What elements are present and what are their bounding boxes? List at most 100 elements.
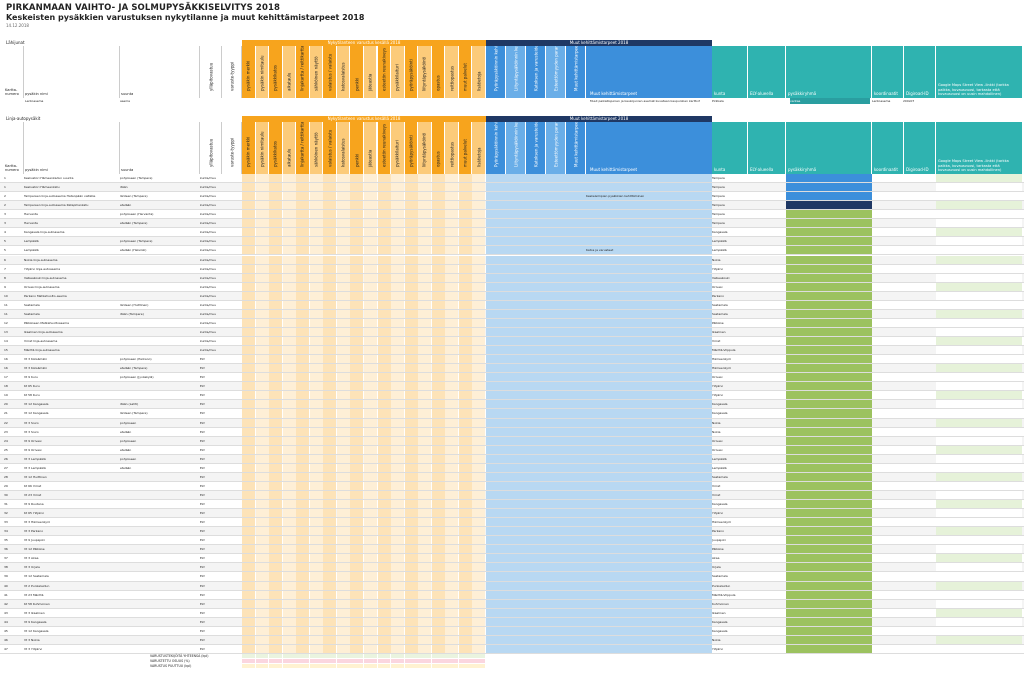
row-cell-orange [296, 273, 310, 282]
row-cell-orange [472, 364, 486, 373]
row-cell-orange [282, 228, 296, 237]
row-cell-orange [296, 490, 310, 500]
s2-col-left-2: suunta [120, 122, 200, 174]
footer-cell [458, 654, 472, 659]
row-cell-orange [377, 210, 391, 219]
row-cell-blue [486, 581, 506, 590]
row-cell-orange [296, 237, 310, 246]
row-cell-orange [323, 490, 337, 500]
s1-col-right-label-3: koordinaatit [874, 91, 898, 96]
row-cell-orange [391, 355, 405, 364]
row-cell-orange [404, 237, 418, 246]
row-cell-blue [526, 590, 546, 599]
row-cell-orange [458, 617, 472, 626]
table-row: 41 Vt 23 Mänttä ELY Mänttä-Vilppula [0, 590, 1024, 600]
row-link-cell [936, 536, 1022, 545]
row-cell-orange [404, 192, 418, 201]
row-maintainer: kunta/muu [200, 275, 217, 280]
row-cell-orange [269, 581, 283, 590]
row-cell-blue [506, 201, 526, 210]
row-cell-orange [282, 337, 296, 346]
s2-col-orange-label-15: reittiopastus [449, 141, 455, 167]
s2-col-right-label-3: koordinaatit [874, 167, 898, 172]
row-cell-orange [336, 327, 350, 336]
row-status-cell [786, 273, 872, 282]
row-cell-orange [309, 554, 323, 563]
table-row: 23 Vt 3 Siuro etelään ELY Nokia [0, 427, 1024, 437]
row-cell-orange [472, 282, 486, 291]
s2-col-orange-5: sähköinen näyttö [309, 122, 324, 174]
row-cell-blue [546, 246, 566, 255]
row-cell-orange [431, 291, 445, 300]
row-cell-orange [296, 509, 310, 518]
row-cell-blue [506, 237, 526, 246]
row-cell-orange [391, 590, 405, 599]
s1-col-orange-label-7: katosvalaistus [340, 62, 346, 91]
row-cell-orange [472, 373, 486, 382]
row-cell-blue [526, 309, 546, 318]
row-cell-orange [255, 273, 269, 282]
row-cell-orange [472, 572, 486, 581]
s1-col-right-4: Digiroad-ID [904, 46, 936, 98]
s1-col-orange-13: liityntäpysäköinti [418, 46, 432, 98]
row-note [586, 337, 712, 346]
row-cell-blue [546, 481, 566, 490]
row-status-cell [786, 445, 872, 454]
row-cell-orange [336, 237, 350, 246]
row-cell-orange [445, 219, 459, 228]
row-cell-blue [546, 291, 566, 300]
row-cell-orange [282, 291, 296, 300]
row-cell-orange [282, 346, 296, 355]
row-cell-orange [391, 219, 405, 228]
row-cell-orange [350, 282, 364, 291]
row-cell-blue [566, 174, 586, 183]
row-cell-blue [506, 183, 526, 192]
s2-col-orange-7: katosvalaistus [336, 122, 351, 174]
row-cell-blue [546, 282, 566, 291]
row-cell-orange [309, 536, 323, 545]
row-cell-orange [323, 454, 337, 463]
row-stop-name: Vt 12 Pälkäne [24, 547, 45, 552]
row-cell-orange [431, 581, 445, 590]
s2-col-orange-2: pysäkkikatos [269, 122, 283, 174]
s2-col-orange-label-7: katosvalaistus [340, 138, 346, 167]
row-cell-orange [377, 472, 391, 481]
row-cell-orange [391, 509, 405, 518]
row-cell-orange [472, 264, 486, 273]
row-cell-orange [269, 490, 283, 500]
row-city: Ikaalinen [712, 329, 726, 334]
row-city: Parkano [712, 529, 725, 534]
row-cell-orange [458, 409, 472, 418]
table-row: 10 Parkano Matkahuolto-asema kunta/muu Park… [0, 291, 1024, 301]
row-cell-orange [472, 545, 486, 554]
table-row: 19 Kt 58 Kuru ELY Ylöjärvi [0, 391, 1024, 401]
row-cell-orange [458, 355, 472, 364]
row-status-cell [786, 282, 872, 291]
row-stop-name: Lempäälä [24, 248, 39, 253]
section1-row-id: 200x07 [903, 99, 915, 103]
row-cell-orange [269, 445, 283, 454]
row-cell-orange [391, 255, 405, 264]
row-note [586, 599, 712, 608]
row-cell-orange [323, 581, 337, 590]
row-cell-orange [336, 445, 350, 454]
row-status-cell [786, 373, 872, 382]
row-note [586, 509, 712, 518]
row-cell-orange [282, 400, 296, 409]
row-cell-orange [391, 282, 405, 291]
row-cell-orange [431, 382, 445, 391]
table-row: 16 Vt 3 Kärsämäki etelään (Tampere) ELY Häme… [0, 364, 1024, 374]
row-cell-blue [486, 527, 506, 536]
row-cell-blue [526, 201, 546, 210]
row-cell-orange [445, 327, 459, 336]
row-cell-orange [377, 590, 391, 599]
row-cell-blue [526, 291, 546, 300]
table-row: 9 Orivesi linja-autoasema kunta/muu Orivesi [0, 282, 1024, 292]
s1-col-orange-16: muut palvelut [458, 46, 473, 98]
row-cell-orange [418, 490, 432, 500]
row-cell-blue [486, 192, 506, 201]
row-cell-orange [323, 644, 337, 653]
table-row: 7 Ylöjärvi linja-autoasema kunta/muu Ylöjär… [0, 264, 1024, 274]
row-cell-orange [296, 617, 310, 626]
s1-col-left-2: suunta [120, 46, 200, 98]
